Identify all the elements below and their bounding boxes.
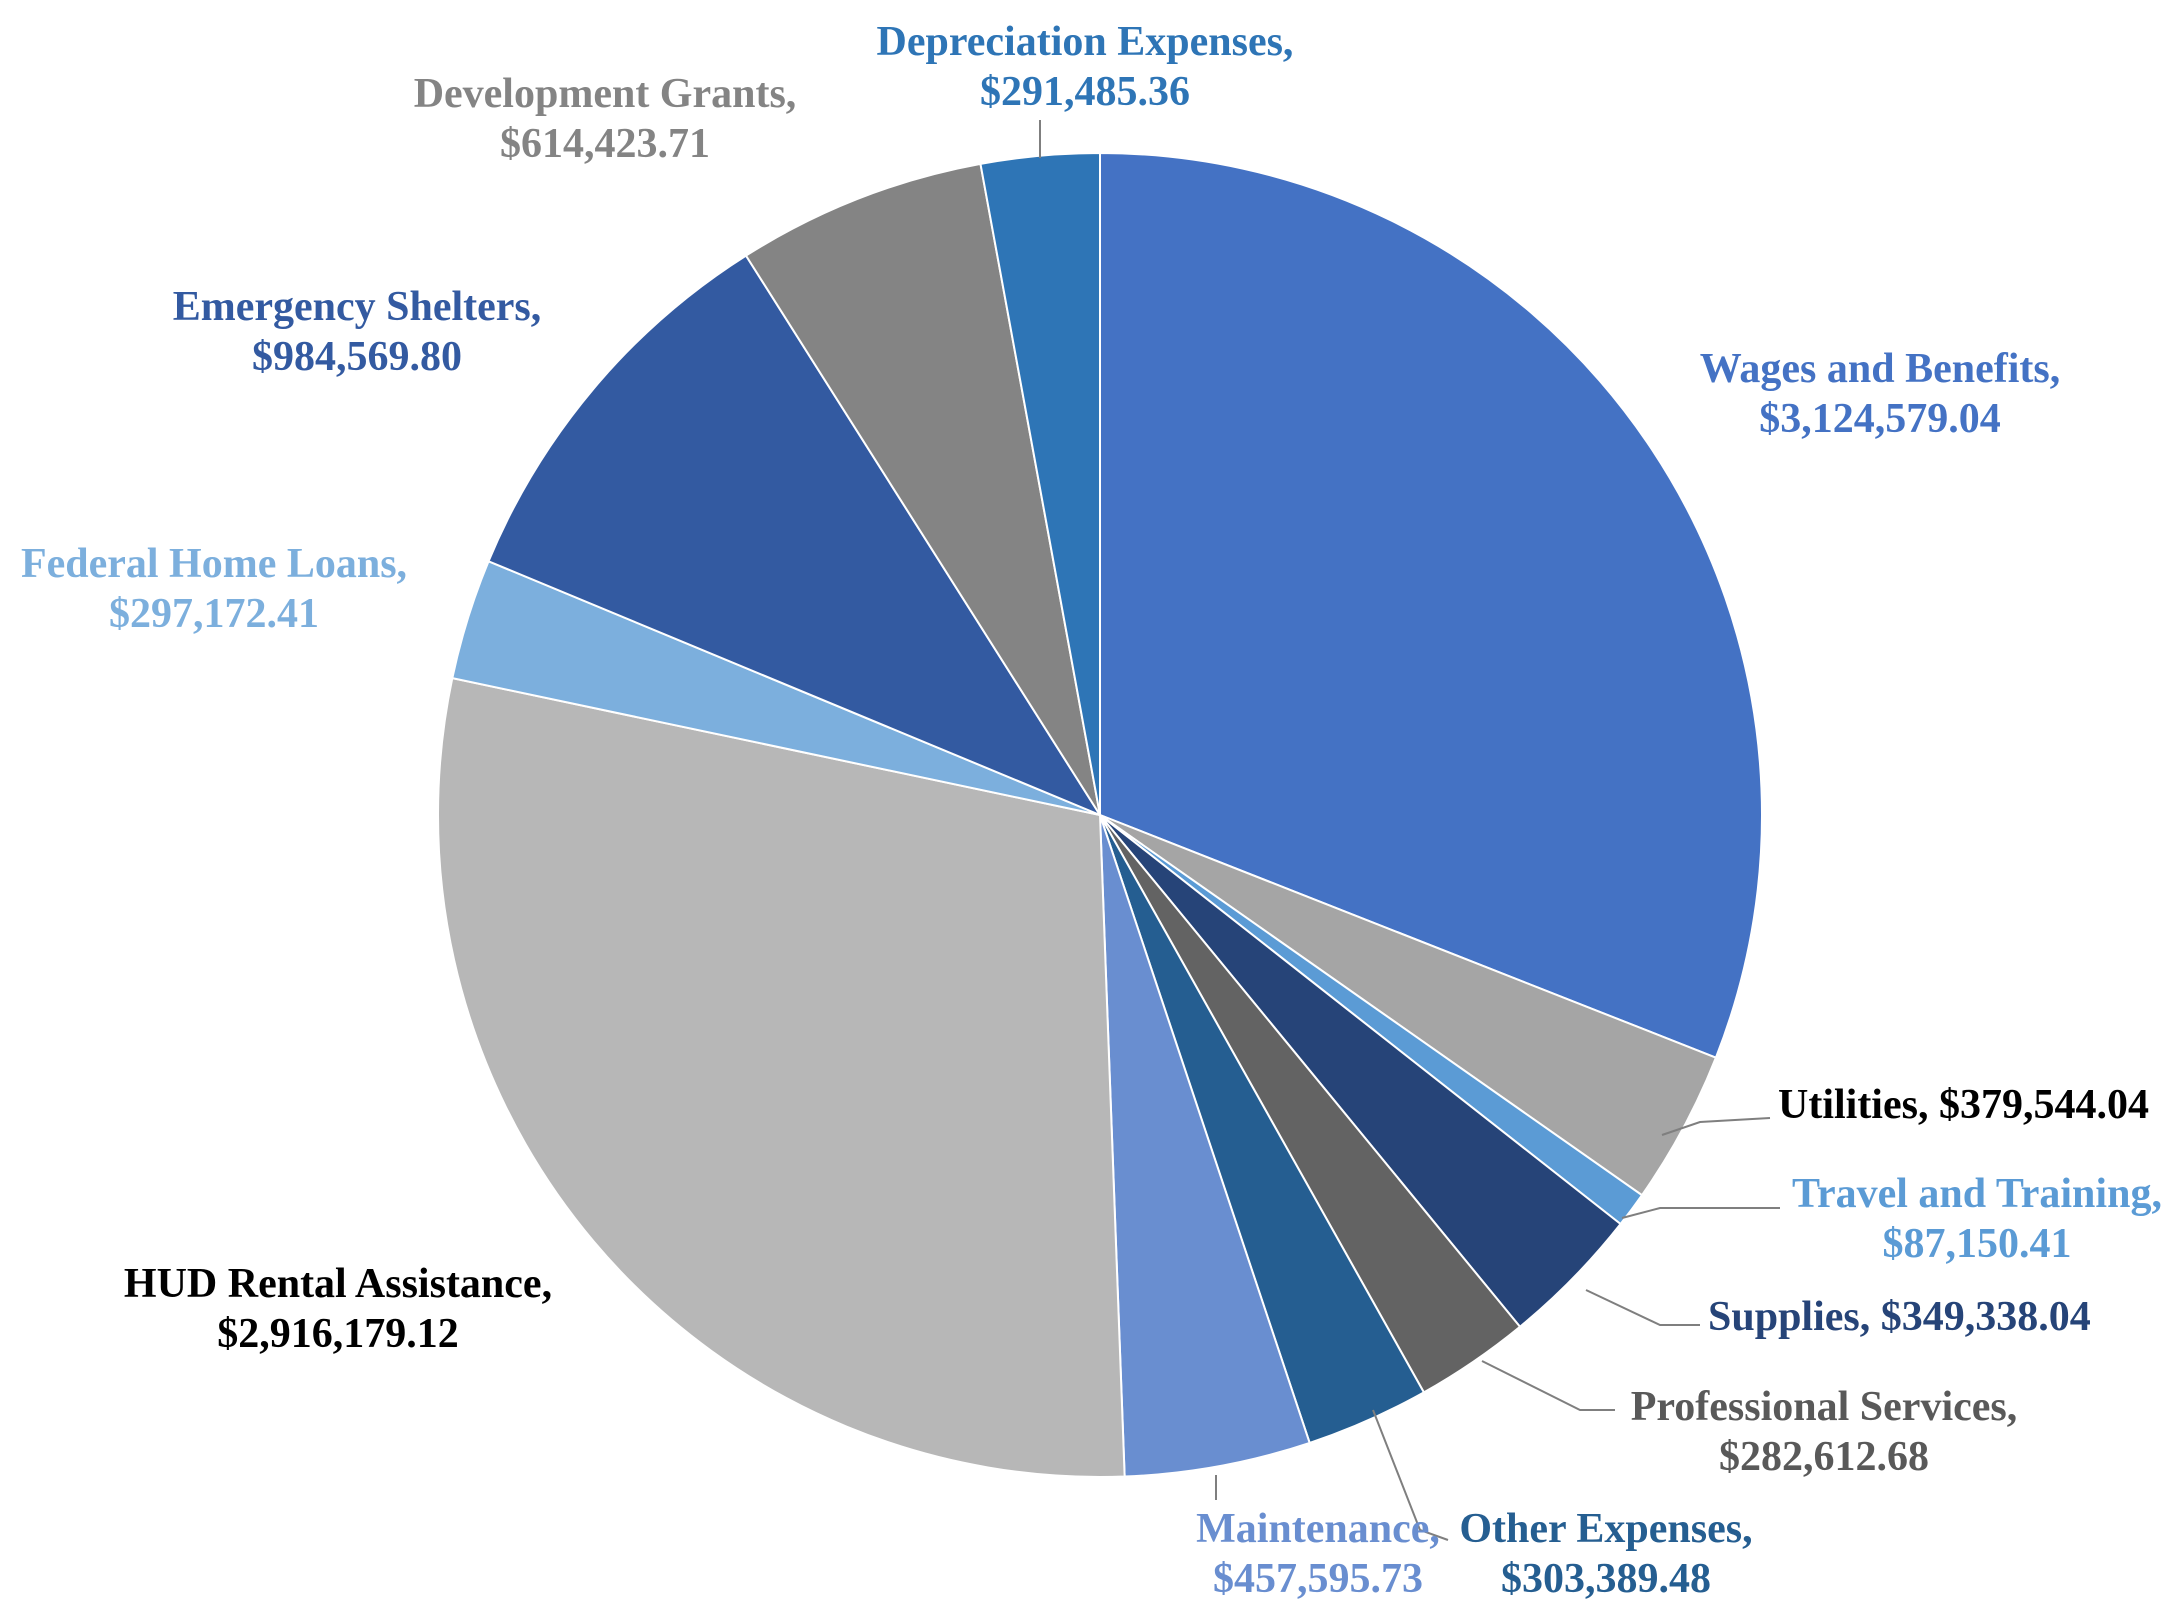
pie-slice-development-grants: [744, 162, 1101, 816]
data-labels: Wages and Benefits,$3,124,579.04 Utilitie…: [21, 19, 2162, 1602]
data-label-professional-services-name: Professional Services,: [1631, 1384, 2018, 1430]
data-label-depreciation-expenses-value: $291,485.36: [980, 69, 1190, 115]
data-label-hud-rental-assistance-name: HUD Rental Assistance,: [124, 1261, 552, 1307]
data-label-wages-and-benefits-name: Wages and Benefits,: [1700, 346, 2061, 392]
pie-slices: [437, 151, 1763, 1478]
leader-line-supplies: [1585, 1289, 1700, 1326]
data-label-travel-and-training-name: Travel and Training,: [1792, 1171, 2162, 1217]
data-label-other-expenses-value: $303,389.48: [1501, 1556, 1711, 1602]
data-label-depreciation-expenses-name: Depreciation Expenses,: [877, 19, 1294, 65]
leader-line-utilities: [1661, 1117, 1771, 1136]
pie-slice-hud-rental-assistance: [437, 676, 1126, 1478]
data-label-maintenance-name: Maintenance,: [1196, 1506, 1440, 1552]
data-label-hud-rental-assistance-value: $2,916,179.12: [217, 1311, 459, 1357]
data-label-utilities-name: Utilities, $379,544.04: [1778, 1082, 2149, 1128]
data-label-development-grants-value: $614,423.71: [500, 121, 710, 167]
leader-line-other-expenses: [1372, 1409, 1449, 1541]
data-label-development-grants-name: Development Grants,: [414, 71, 797, 117]
data-label-federal-home-loans-value: $297,172.41: [109, 591, 319, 637]
data-label-wages-and-benefits-value: $3,124,579.04: [1759, 396, 2001, 442]
pie-slice-maintenance: [1099, 814, 1311, 1478]
pie-slice-emergency-shelters: [487, 254, 1103, 818]
data-label-federal-home-loans-name: Federal Home Loans,: [21, 541, 407, 587]
data-label-professional-services-value: $282,612.68: [1719, 1434, 1929, 1480]
leader-line-travel-and-training: [1621, 1207, 1780, 1219]
data-label-other-expenses-name: Other Expenses,: [1459, 1506, 1752, 1552]
data-label-maintenance-value: $457,595.73: [1213, 1556, 1423, 1602]
data-label-emergency-shelters-name: Emergency Shelters,: [173, 284, 542, 330]
leader-lines: [1039, 120, 1780, 1541]
leader-line-professional-services: [1481, 1360, 1615, 1411]
data-label-emergency-shelters-value: $984,569.80: [252, 334, 462, 380]
data-label-supplies-name: Supplies, $349,338.04: [1708, 1294, 2091, 1340]
data-label-travel-and-training-value: $87,150.41: [1883, 1221, 2072, 1267]
pie-slice-wages-and-benefits: [1099, 151, 1763, 1059]
